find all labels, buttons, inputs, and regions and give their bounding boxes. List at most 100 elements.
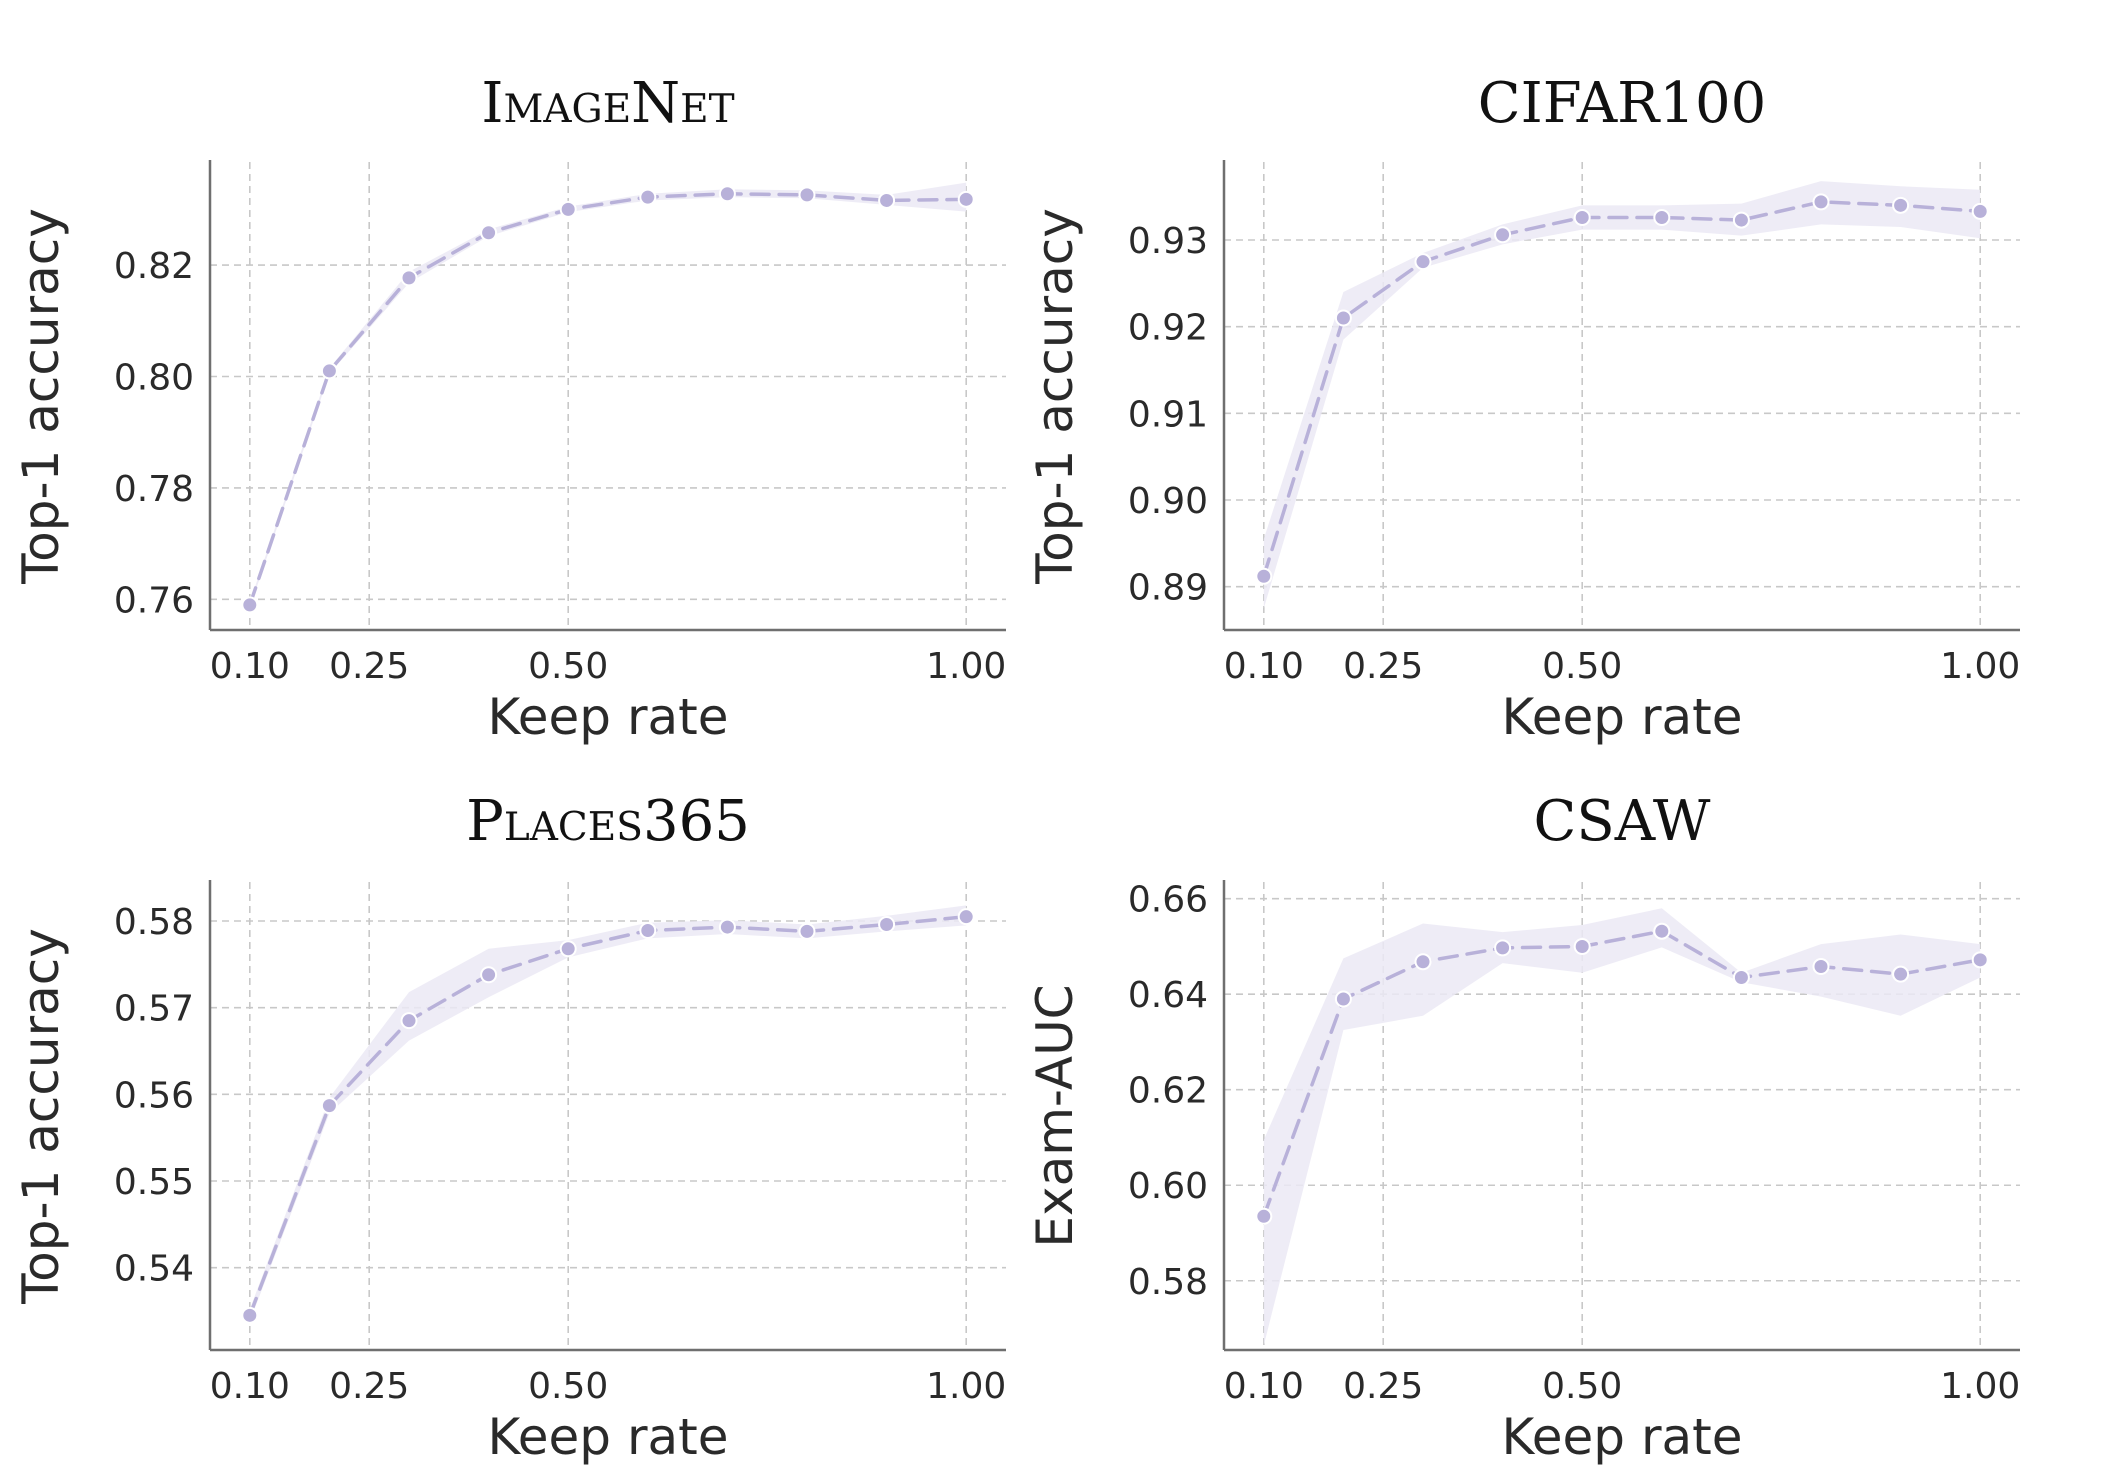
x-tick-label: 0.50 (528, 646, 608, 687)
series-line (1262, 200, 1982, 579)
data-point (1414, 253, 1432, 271)
y-tick-label: 0.78 (114, 469, 194, 510)
data-point (480, 224, 498, 242)
series-line (248, 914, 968, 1318)
data-point (1971, 951, 1989, 969)
x-tick-label: 0.50 (528, 1366, 608, 1407)
y-tick-label: 0.93 (1128, 221, 1208, 262)
x-tick-label: 0.25 (1343, 1366, 1423, 1407)
data-point (1812, 958, 1830, 976)
x-tick-label: 1.00 (1940, 646, 2020, 687)
data-point (480, 966, 498, 984)
confidence-band (249, 905, 967, 1322)
data-point (957, 908, 975, 926)
y-axis-label: Top-1 accuracy (12, 208, 70, 585)
y-tick-label: 0.55 (114, 1162, 194, 1203)
data-point (1334, 990, 1352, 1008)
x-tick-label: 1.00 (926, 1366, 1006, 1407)
x-tick-label: 0.25 (329, 646, 409, 687)
data-point (1971, 202, 1989, 220)
y-tick-label: 0.58 (1128, 1262, 1208, 1303)
confidence-band (249, 182, 967, 608)
y-tick-label: 0.60 (1128, 1166, 1208, 1207)
x-tick-label: 0.25 (1343, 646, 1423, 687)
data-point (400, 1012, 418, 1030)
y-tick-label: 0.92 (1128, 308, 1208, 349)
data-point (639, 188, 657, 206)
y-tick-label: 0.91 (1128, 394, 1208, 435)
data-point (639, 922, 657, 940)
data-point (798, 922, 816, 940)
y-tick-label: 0.89 (1128, 568, 1208, 609)
x-tick-label: 0.50 (1542, 1366, 1622, 1407)
chart-panel-1: ImageNet 0.76 0.78 0.80 0.82 0.10 0.25 0.50 1.00… (12, 71, 1006, 746)
x-tick-label: 0.50 (1542, 646, 1622, 687)
data-point (559, 940, 577, 958)
data-point (957, 190, 975, 208)
data-point (1653, 922, 1671, 940)
data-point (1494, 939, 1512, 957)
data-point (241, 596, 259, 614)
panel-title: Places365 (466, 789, 750, 854)
x-axis-label: Keep rate (1501, 688, 1742, 746)
data-point (241, 1306, 259, 1324)
panel-title: CSAW (1534, 789, 1711, 854)
chart-panel-4: CSAW 0.58 0.60 0.62 0.64 0.66 0.10 0.25 0.50 1.00… (1026, 789, 2020, 1466)
x-axis-label: Keep rate (487, 688, 728, 746)
chart-panel-3: Places365 0.54 0.55 0.56 0.57 0.58 0.10 0.25 0.5… (12, 789, 1006, 1466)
x-axis-label: Keep rate (1501, 1408, 1742, 1466)
panel-title: CIFAR100 (1478, 71, 1766, 136)
data-point (320, 1097, 338, 1115)
data-point (718, 185, 736, 203)
y-tick-label: 0.76 (114, 580, 194, 621)
confidence-band (1263, 181, 1981, 609)
data-point (718, 918, 736, 936)
y-tick-label: 0.64 (1128, 975, 1208, 1016)
data-point (1494, 226, 1512, 244)
data-point (1573, 208, 1591, 226)
data-point (1573, 937, 1591, 955)
y-tick-label: 0.58 (114, 902, 194, 943)
chart-panel-2: CIFAR100 0.89 0.90 0.91 0.92 0.93 0.10 0.25 0.50… (1026, 71, 2020, 746)
data-point (1255, 1207, 1273, 1225)
data-point (798, 186, 816, 204)
data-point (878, 915, 896, 933)
panel-title: ImageNet (481, 71, 734, 136)
y-tick-label: 0.82 (114, 246, 194, 287)
y-tick-label: 0.57 (114, 989, 194, 1030)
y-tick-label: 0.90 (1128, 481, 1208, 522)
y-tick-label: 0.54 (114, 1249, 194, 1290)
series-line (248, 192, 968, 607)
y-tick-label: 0.80 (114, 358, 194, 399)
data-point (1653, 208, 1671, 226)
data-point (1892, 965, 1910, 983)
confidence-band (1263, 908, 1981, 1346)
data-point (1255, 567, 1273, 585)
x-tick-label: 0.10 (1224, 1366, 1304, 1407)
data-point (1732, 211, 1750, 229)
data-point (1414, 953, 1432, 971)
y-axis-label: Top-1 accuracy (12, 928, 70, 1305)
data-point (559, 200, 577, 218)
series-line (1262, 929, 1982, 1219)
data-point (1812, 193, 1830, 211)
y-axis-label: Exam-AUC (1026, 984, 1084, 1247)
data-point (1732, 969, 1750, 987)
data-point (1892, 196, 1910, 214)
data-point (320, 362, 338, 380)
data-point (878, 191, 896, 209)
y-tick-label: 0.56 (114, 1075, 194, 1116)
y-tick-label: 0.66 (1128, 880, 1208, 921)
data-point (400, 269, 418, 287)
y-tick-label: 0.62 (1128, 1071, 1208, 1112)
x-tick-label: 0.10 (210, 1366, 290, 1407)
x-tick-label: 1.00 (1940, 1366, 2020, 1407)
x-tick-label: 0.10 (210, 646, 290, 687)
x-tick-label: 1.00 (926, 646, 1006, 687)
data-point (1334, 309, 1352, 327)
x-axis-label: Keep rate (487, 1408, 728, 1466)
y-axis-label: Top-1 accuracy (1026, 208, 1084, 585)
x-tick-label: 0.10 (1224, 646, 1304, 687)
x-tick-label: 0.25 (329, 1366, 409, 1407)
